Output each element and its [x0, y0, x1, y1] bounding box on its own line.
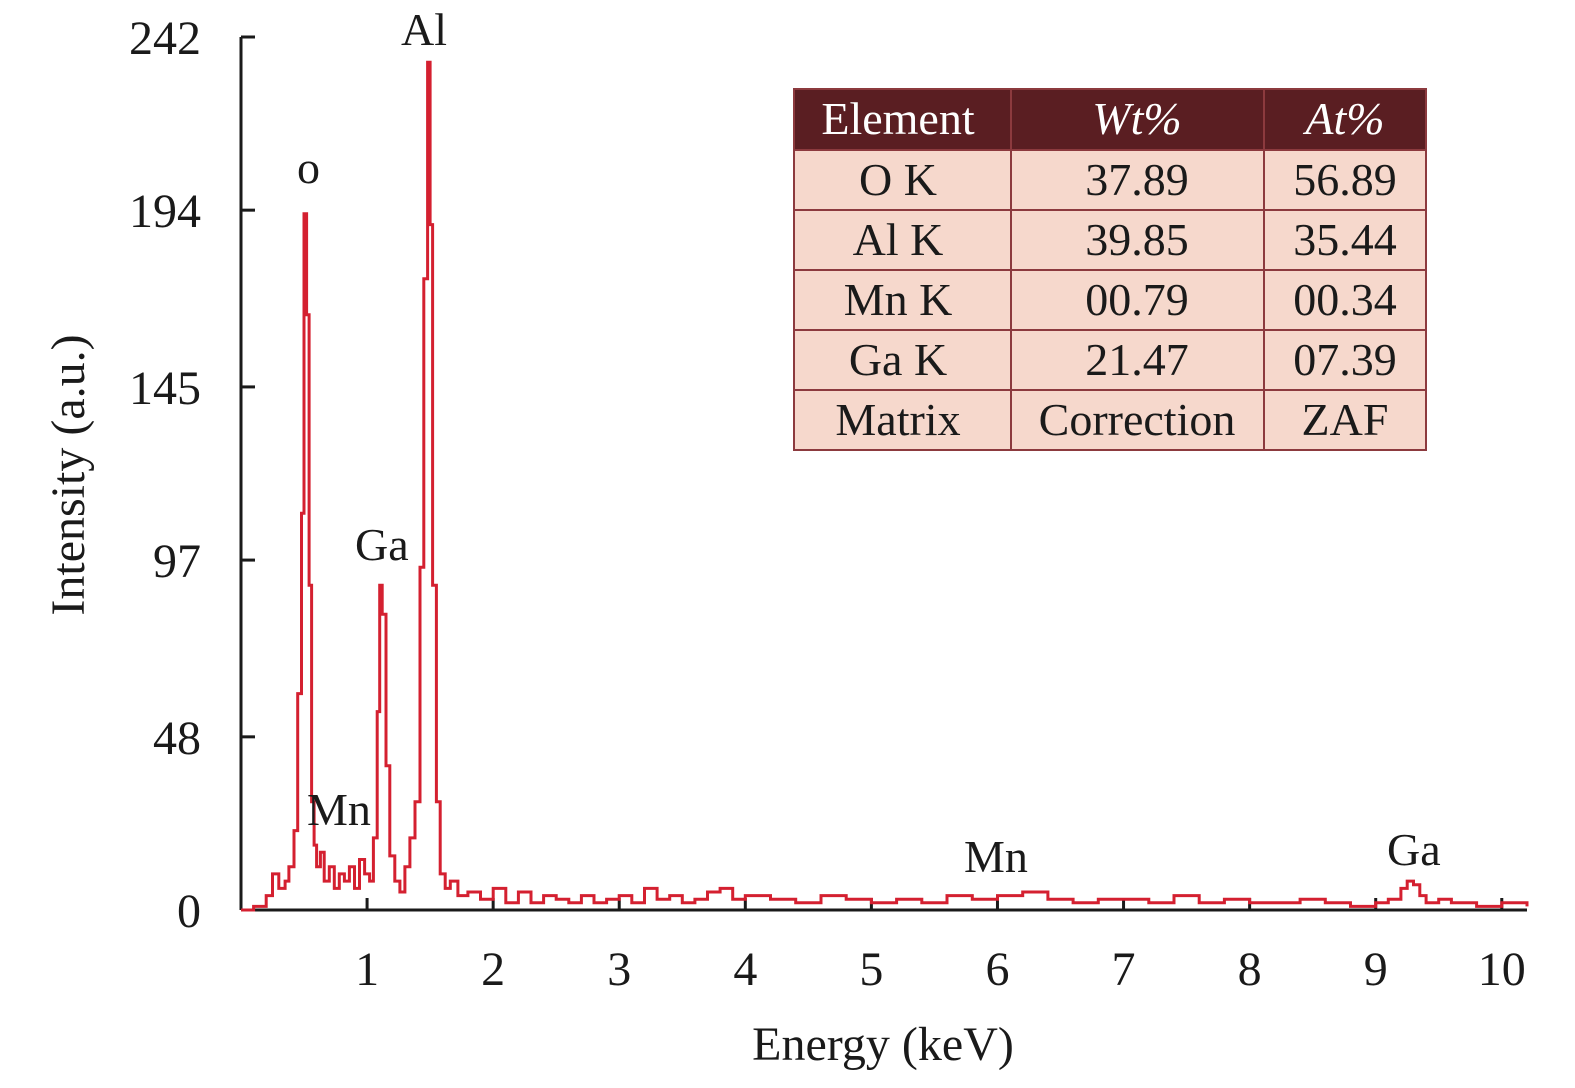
y-tick-label: 145 — [129, 362, 201, 415]
table-cell: Correction — [1039, 394, 1236, 445]
table-cell: Matrix — [835, 394, 960, 445]
table-cell: 37.89 — [1085, 154, 1189, 205]
x-tick-label: 7 — [1112, 943, 1136, 996]
x-axis-title: Energy (keV) — [752, 1018, 1014, 1071]
table-header-row — [794, 89, 1426, 150]
table-cell: 00.79 — [1085, 274, 1189, 325]
x-tick-label: 10 — [1478, 943, 1526, 996]
peak-label-ga-low: Ga — [355, 519, 409, 570]
y-tick-label: 97 — [153, 535, 201, 588]
spectrum-line — [241, 60, 1529, 912]
axes — [239, 37, 1527, 912]
y-axis-title: Intensity (a.u.) — [42, 334, 95, 615]
table-cell: Al K — [853, 214, 944, 265]
table-cell: ZAF — [1302, 394, 1389, 445]
x-tick-label: 2 — [481, 943, 505, 996]
table-body — [794, 150, 1426, 450]
y-tick-label: 0 — [177, 885, 201, 938]
x-tick-label: 6 — [985, 943, 1009, 996]
x-tick-label: 1 — [355, 943, 379, 996]
y-tick-label: 194 — [129, 185, 201, 238]
table-cell: 07.39 — [1293, 334, 1397, 385]
table-cell: 21.47 — [1085, 334, 1189, 385]
x-tick-label: 4 — [733, 943, 757, 996]
y-tick-label: 48 — [153, 712, 201, 765]
peak-label-o: o — [297, 142, 320, 193]
table-cell: O K — [859, 154, 937, 205]
table-cell: 35.44 — [1293, 214, 1397, 265]
y-tick-label: 242 — [129, 12, 201, 65]
table-cell: 56.89 — [1293, 154, 1397, 205]
table-header-wt: Wt% — [1092, 93, 1181, 144]
table-cell: 39.85 — [1085, 214, 1189, 265]
peak-label-al-main: Al — [401, 4, 447, 55]
x-tick-label: 9 — [1364, 943, 1388, 996]
x-ticks: 1 2 3 4 5 6 7 8 9 10 — [355, 898, 1526, 996]
table-cell: Ga K — [849, 334, 947, 385]
composition-table: Element Wt% At% O K 37.89 56.89 Al K 39.… — [793, 88, 1427, 451]
table-cell: 00.34 — [1293, 274, 1397, 325]
peak-label-mn-high: Mn — [964, 831, 1028, 882]
peak-labels: o Al Ga Mn Mn Ga — [297, 4, 1441, 882]
table-header-element: Element — [821, 93, 974, 144]
table-header-at: At% — [1302, 93, 1384, 144]
table-grid — [793, 88, 1427, 451]
peak-label-mn-low: Mn — [307, 784, 371, 835]
table-cell: Mn K — [844, 274, 953, 325]
x-tick-label: 5 — [859, 943, 883, 996]
peak-label-ga-high: Ga — [1387, 824, 1441, 875]
y-ticks: 0 48 97 145 194 242 — [129, 12, 255, 938]
x-tick-label: 3 — [607, 943, 631, 996]
x-tick-label: 8 — [1238, 943, 1262, 996]
